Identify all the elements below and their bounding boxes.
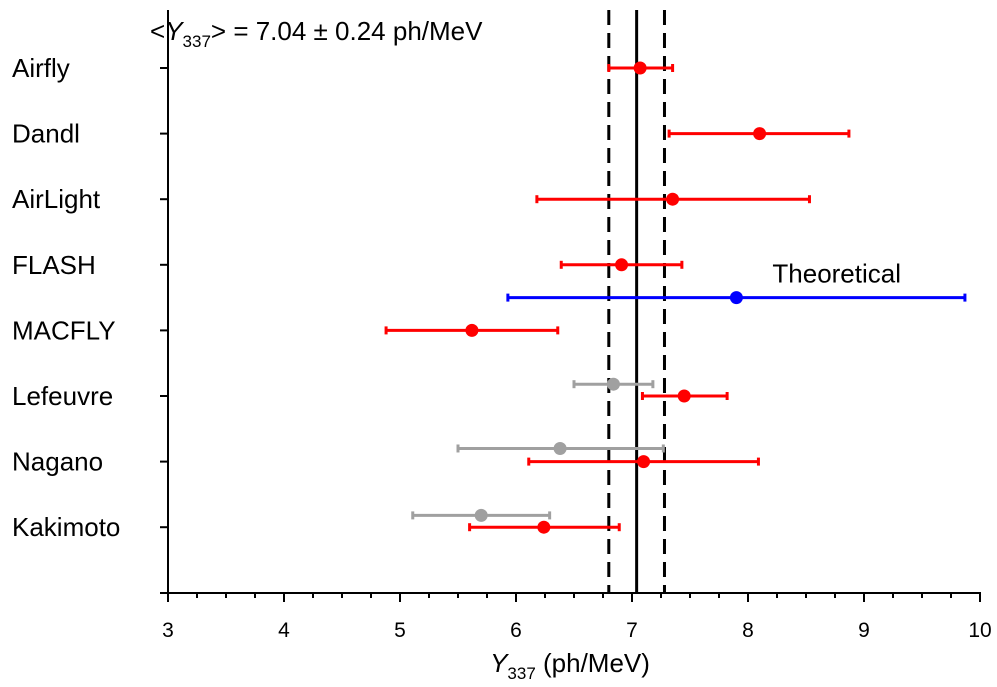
x-tick-label-9: 9 [858,619,870,642]
series-label-theoretical: Theoretical [772,259,901,289]
point-macfly-s0 [465,323,479,337]
annotation-symbol: Y [165,16,184,46]
point-kakimoto-s0 [537,520,551,534]
point-nagano-s1 [553,441,567,455]
x-tick-label-6: 6 [510,619,522,642]
y-tick-label-macfly: MACFLY [12,315,116,345]
point-lefeuvre-s0 [677,389,691,403]
y-tick-label-flash: FLASH [12,250,96,280]
x-axis-label-subscript: 337 [507,664,535,683]
y-tick-label-airfly: Airfly [12,53,70,83]
point-nagano-s0 [637,455,651,469]
x-axis-label: Y337 (ph/MeV) [490,648,650,683]
x-axis-label-symbol: Y [490,648,509,678]
y-tick-label-nagano: Nagano [12,447,103,477]
x-tick-label-3: 3 [162,619,174,642]
annotation-prefix: < [150,16,165,46]
plot-area: Airfly Dandl AirLight FLASH MACFLY Lefeuvre Na… [12,10,992,642]
x-tick-label-10: 10 [968,619,991,642]
x-axis-label-unit: (ph/MeV) [536,648,650,678]
point-kakimoto-s1 [474,508,488,522]
chart-annotation: <Y337> = 7.04 ± 0.24 ph/MeV [150,16,483,51]
x-tick-label-7: 7 [626,619,638,642]
point-flash-s2 [729,291,743,305]
point-airlight-s0 [666,192,680,206]
point-flash-s0 [615,258,629,272]
point-airfly-s0 [633,61,647,75]
y-tick-label-dandl: Dandl [12,119,80,149]
x-tick-label-5: 5 [394,619,406,642]
y-tick-label-lefeuvre: Lefeuvre [12,381,113,411]
point-dandl-s0 [753,127,767,141]
y-tick-label-airlight: AirLight [12,184,101,214]
annotation-suffix: > = 7.04 ± 0.24 ph/MeV [211,16,483,46]
x-tick-label-8: 8 [742,619,754,642]
annotation-subscript: 337 [183,32,211,51]
point-lefeuvre-s1 [606,377,620,391]
x-tick-label-4: 4 [278,619,290,642]
y-tick-label-kakimoto: Kakimoto [12,512,120,542]
